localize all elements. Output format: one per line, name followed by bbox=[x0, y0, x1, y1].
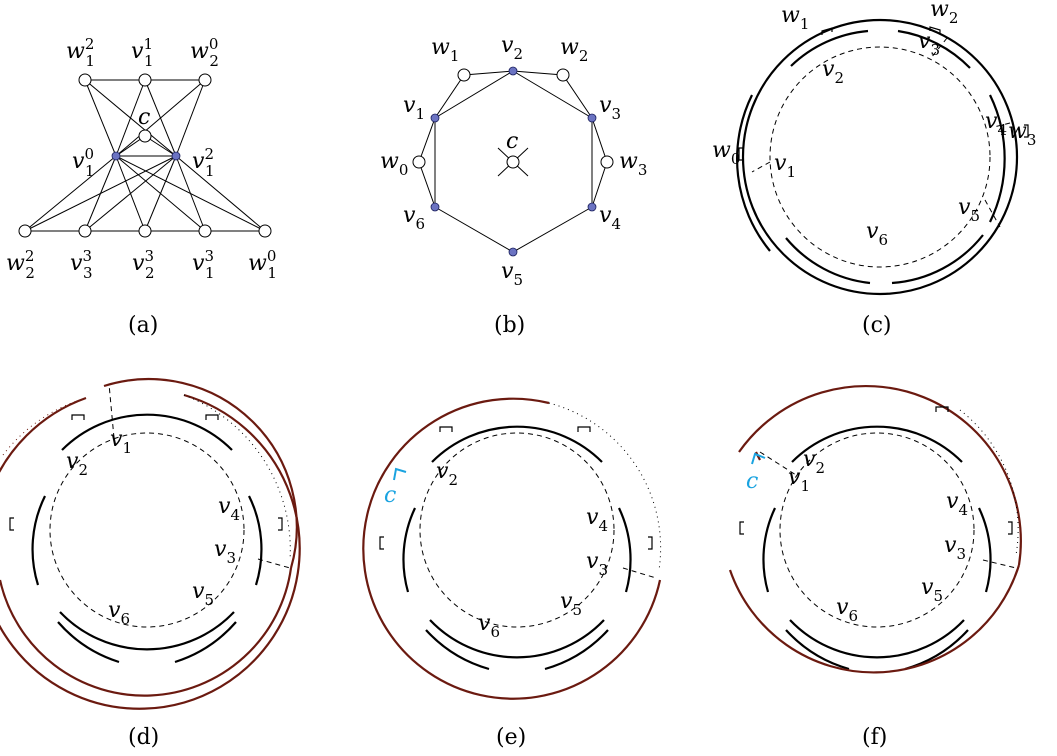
label-v3: v3 bbox=[599, 93, 621, 123]
node-v4 bbox=[587, 202, 597, 212]
caption-e: (e) bbox=[496, 725, 526, 750]
label-w22: w2 2 bbox=[6, 247, 35, 282]
label-w10: w0 1 bbox=[248, 247, 277, 282]
node-v23 bbox=[138, 224, 152, 238]
label-v12: v2 1 bbox=[192, 145, 215, 180]
inner-dashed-circle bbox=[769, 46, 991, 268]
label-v33: v3 3 bbox=[70, 247, 93, 282]
label-w12: w2 1 bbox=[66, 35, 95, 70]
node-c bbox=[138, 129, 152, 143]
label-c: c bbox=[746, 469, 758, 494]
label-v5: v5 bbox=[560, 589, 582, 619]
label-v6: v6 bbox=[866, 219, 888, 249]
label-v6: v6 bbox=[403, 203, 425, 233]
label-v5: v5 bbox=[921, 575, 943, 605]
node-w12 bbox=[78, 73, 92, 87]
panel-c: w1 w2 v3 v2 v4 w3 w0 v1 v5 v6 (c) bbox=[712, 0, 1036, 338]
label-v6: v6 bbox=[836, 595, 858, 625]
node-v12 bbox=[171, 151, 181, 161]
label-w1: w1 bbox=[781, 3, 809, 33]
label-v10: v0 1 bbox=[72, 145, 95, 180]
inner-dashed-circle bbox=[419, 432, 615, 628]
label-v2: v2 bbox=[501, 33, 523, 63]
label-v4: v4 bbox=[985, 109, 1007, 139]
label-w1: w1 bbox=[431, 35, 459, 65]
label-v4: v4 bbox=[586, 505, 608, 535]
label-w20: w0 2 bbox=[190, 35, 219, 70]
label-v4: v4 bbox=[946, 489, 968, 519]
caption-c: (c) bbox=[862, 313, 892, 338]
node-v11 bbox=[138, 73, 152, 87]
label-v2: v2 bbox=[822, 57, 844, 87]
panel-b: w1 v2 w2 v1 v3 c w0 w3 v6 v4 v5 (b) bbox=[380, 33, 647, 338]
label-w0: w0 bbox=[712, 138, 740, 168]
label-v13: v3 1 bbox=[192, 247, 215, 282]
node-v33 bbox=[78, 224, 92, 238]
caption-a: (a) bbox=[128, 313, 158, 338]
inner-dashed-circle bbox=[49, 432, 245, 628]
node-w2 bbox=[556, 68, 570, 82]
label-c: c bbox=[506, 129, 518, 154]
label-w2: w2 bbox=[560, 35, 588, 65]
panel-d: v1 v2 v4 v3 v5 v6 (d) bbox=[0, 378, 301, 750]
label-v1: v1 bbox=[774, 151, 796, 181]
label-w3: w3 bbox=[1008, 119, 1036, 149]
caption-f: (f) bbox=[862, 725, 887, 750]
label-v3: v3 bbox=[586, 549, 608, 579]
label-v1: v1 bbox=[110, 427, 132, 457]
label-v3: v3 bbox=[214, 537, 236, 567]
label-v5: v5 bbox=[501, 259, 523, 289]
label-w3: w3 bbox=[619, 149, 647, 179]
panel-f: c v2 v1 v4 v3 v5 v6 (f) bbox=[728, 385, 1022, 750]
label-c: c bbox=[138, 105, 150, 130]
outer-circle bbox=[741, 18, 1019, 296]
label-v4: v4 bbox=[218, 494, 240, 524]
label-w2: w2 bbox=[930, 0, 958, 27]
inner-dashed-circle bbox=[779, 432, 975, 628]
node-v5 bbox=[508, 247, 518, 257]
node-v3 bbox=[587, 113, 597, 123]
panel-f-arcs bbox=[728, 385, 1022, 674]
label-v4: v4 bbox=[599, 203, 621, 233]
node-w1 bbox=[457, 68, 471, 82]
node-v10 bbox=[111, 151, 121, 161]
label-v11: v1 1 bbox=[131, 35, 154, 70]
label-v2: v2 bbox=[436, 459, 458, 489]
label-v5: v5 bbox=[192, 579, 214, 609]
panel-e-arcs bbox=[362, 397, 662, 700]
label-v6: v6 bbox=[108, 598, 130, 628]
panel-a-edges bbox=[24, 79, 266, 232]
node-v6 bbox=[430, 202, 440, 212]
label-v6: v6 bbox=[478, 611, 500, 641]
label-w0: w0 bbox=[380, 149, 408, 179]
caption-d: (d) bbox=[128, 725, 159, 750]
caption-b: (b) bbox=[494, 313, 525, 338]
label-v5: v5 bbox=[958, 195, 980, 225]
label-c: c bbox=[384, 483, 396, 508]
node-w10 bbox=[258, 224, 272, 238]
label-v23: v3 2 bbox=[132, 247, 155, 282]
node-v1 bbox=[430, 113, 440, 123]
node-v13 bbox=[198, 224, 212, 238]
label-v1: v1 bbox=[788, 465, 810, 495]
node-w0 bbox=[412, 155, 426, 169]
panel-d-arcs bbox=[0, 378, 301, 710]
node-w3 bbox=[600, 155, 614, 169]
node-w20 bbox=[198, 73, 212, 87]
label-v3: v3 bbox=[944, 533, 966, 563]
label-v2: v2 bbox=[803, 447, 825, 477]
node-w22 bbox=[18, 224, 32, 238]
label-v3: v3 bbox=[918, 29, 940, 59]
node-v2 bbox=[508, 66, 518, 76]
node-c bbox=[506, 155, 520, 169]
panel-e: c v2 v4 v3 v5 v6 (e) bbox=[362, 397, 662, 750]
panel-c-arcs bbox=[736, 26, 1029, 285]
label-v1: v1 bbox=[403, 93, 425, 123]
panel-a: w2 1 v1 1 w0 2 c v0 1 v2 1 w2 2 v3 3 v3 2 v3 1 w0… bbox=[6, 35, 277, 338]
label-v2: v2 bbox=[66, 449, 88, 479]
